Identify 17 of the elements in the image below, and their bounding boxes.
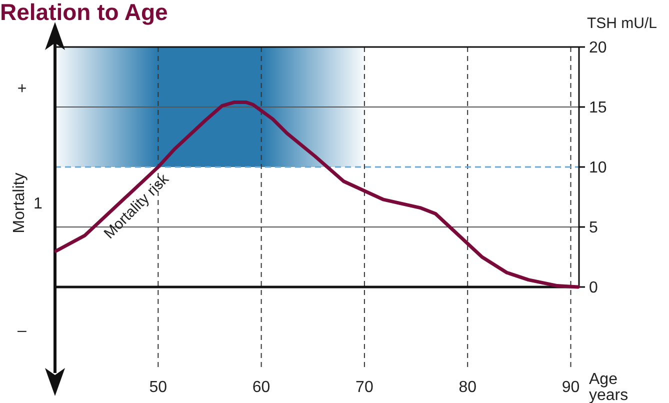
x-axis-title: Age years — [589, 371, 628, 403]
x-tick-label: 50 — [149, 379, 168, 396]
y-tick-label: 10 — [589, 160, 607, 177]
y-tick-label: 20 — [589, 40, 607, 57]
y-axis-title: TSH mU/L — [587, 15, 658, 32]
chart-title: Relation to Age — [0, 0, 168, 25]
y2-axis-title: Mortality — [11, 172, 28, 234]
x-tick-label: 70 — [356, 379, 374, 396]
y-tick-label: 0 — [589, 280, 598, 297]
x-tick-label: 80 — [458, 379, 477, 396]
y-tick-label: 15 — [589, 100, 607, 117]
x-tick-label: 60 — [252, 379, 270, 396]
text: – — [18, 322, 27, 340]
text: + — [17, 80, 27, 98]
x-tick-label: 90 — [562, 379, 580, 396]
text: 1 — [34, 196, 43, 213]
y-tick-label: 5 — [589, 220, 598, 237]
